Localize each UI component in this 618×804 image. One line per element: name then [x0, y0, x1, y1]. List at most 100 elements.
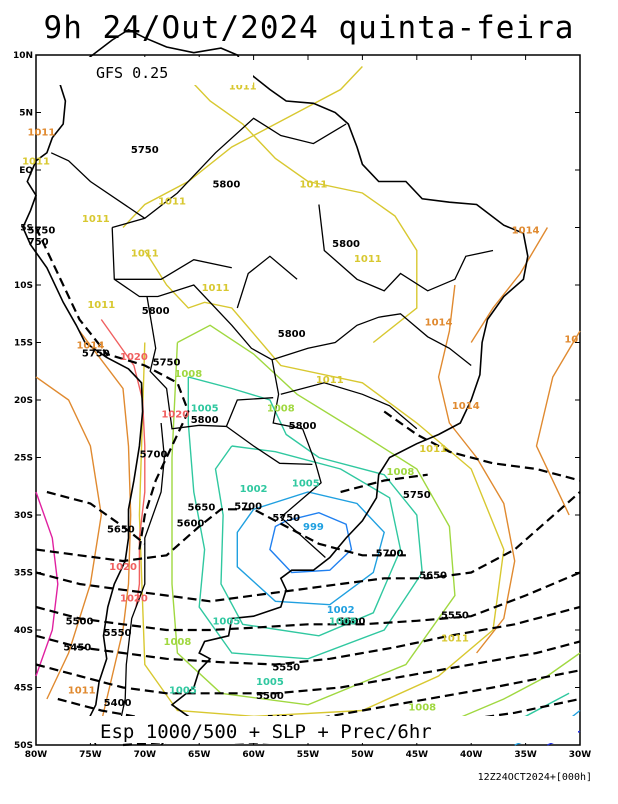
lat-label: 10S: [14, 281, 33, 291]
lat-label: EQ: [19, 166, 33, 176]
lon-label: 80W: [25, 750, 48, 760]
thickness-label: 5800: [191, 415, 219, 426]
pressure-label: 1005: [292, 478, 320, 489]
pressure-label: 1005: [329, 616, 357, 627]
thickness-5650: [35, 491, 581, 603]
pressure-label: 1011: [82, 214, 110, 225]
pressure-label: 1011: [419, 444, 447, 455]
pressure-label: 1011: [316, 375, 344, 386]
country-border: [112, 117, 347, 229]
thickness-label: 5650: [187, 502, 215, 513]
model-label: GFS 0.25: [96, 64, 168, 82]
lon-label: 55W: [297, 750, 320, 760]
thickness-label: 5750: [272, 513, 300, 524]
thickness-label: 5500: [256, 691, 284, 702]
pressure-label: 1011: [158, 197, 186, 208]
thickness-label: 5750: [131, 145, 159, 156]
pressure-label: 1008: [267, 404, 295, 415]
thickness-label: 5500: [66, 616, 94, 627]
country-border: [114, 259, 232, 280]
lat-label: 35S: [14, 569, 33, 579]
country-border: [318, 204, 494, 292]
lon-label: 60W: [242, 750, 265, 760]
thickness-label: 5800: [142, 306, 170, 317]
pressure-label: 1020: [120, 352, 148, 363]
pressure-label: 1011: [441, 634, 469, 645]
thickness-label: 5600: [177, 519, 205, 530]
slp-contour-1008-se: [449, 652, 581, 723]
pressure-label: 10: [564, 335, 578, 346]
lat-label: 25S: [14, 454, 33, 464]
slp-contour-999: [269, 511, 353, 574]
thickness-label: 5550: [104, 628, 132, 639]
pressure-label: 1002: [327, 605, 355, 616]
country-border: [236, 255, 298, 309]
map-frame: [35, 54, 581, 746]
pressure-label: 1005: [169, 685, 197, 696]
thickness-5750-b: [340, 473, 428, 494]
thickness-label: 5700: [140, 450, 168, 461]
thickness-label: 750: [28, 237, 49, 248]
thickness-label: 5400: [104, 698, 132, 709]
pressure-label: 1005: [191, 404, 219, 415]
pressure-label: 1011: [300, 179, 328, 190]
lat-label: 30S: [14, 511, 33, 521]
pressure-label: 1020: [120, 593, 148, 604]
thickness-5750-east: [383, 410, 581, 482]
slp-contour-1014c: [535, 330, 581, 516]
slp-contour-1002: [236, 491, 385, 606]
pressure-label: 1005: [212, 616, 240, 627]
thickness-label: 5800: [278, 329, 306, 340]
slp-contour-1011: [138, 250, 505, 718]
slp-contour-magenta: [35, 491, 59, 677]
slp-contour-1008: [171, 324, 456, 706]
pressure-label: 1011: [354, 254, 382, 265]
thickness-label: 5600: [338, 616, 366, 627]
slp-contour-1014-ocean: [35, 376, 103, 700]
lat-label: 20S: [14, 396, 33, 406]
lat-label: 5S: [20, 224, 33, 234]
pressure-label: 1011: [131, 248, 159, 259]
country-border: [50, 152, 146, 219]
country-border: [146, 296, 274, 430]
lon-label: 40W: [460, 750, 483, 760]
lon-label: 65W: [188, 750, 211, 760]
pressure-label: 1014: [425, 317, 453, 328]
pressure-label: 1008: [174, 369, 202, 380]
pressure-label: 1008: [387, 467, 415, 478]
model-label-box: [38, 57, 253, 85]
slp-contour-1014b: [470, 227, 549, 343]
country-border: [271, 313, 472, 367]
map-title: 9h 24/Out/2024 quinta-feira: [43, 10, 575, 46]
lon-label: 50W: [351, 750, 374, 760]
pressure-label: 1011: [87, 300, 115, 311]
thickness-label: 5750: [82, 348, 110, 359]
pressure-label: 1011: [202, 283, 230, 294]
slp-contour-1014-west: [78, 330, 132, 723]
caption-box: [38, 716, 578, 743]
pressure-label: 1020: [109, 562, 137, 573]
slp-contour-1011-b: [187, 77, 418, 344]
lon-label: 45W: [406, 750, 429, 760]
thickness-label: 5650: [107, 524, 135, 535]
lon-label: 70W: [134, 750, 157, 760]
thickness-label: 5700: [376, 548, 404, 559]
lat-label: 10N: [13, 51, 33, 61]
coastline-west: [22, 72, 144, 746]
pressure-label: 999: [303, 522, 324, 533]
lon-label: 75W: [79, 750, 102, 760]
pressure-label: 1011: [229, 82, 257, 93]
pressure-label: 1014: [452, 401, 480, 412]
lat-label: 50S: [14, 741, 33, 751]
pressure-label: 1008: [408, 703, 436, 714]
country-border: [226, 425, 313, 466]
pressure-label: 1014: [512, 225, 540, 236]
thickness-label: 5750: [28, 225, 56, 236]
lon-label: 35W: [514, 750, 537, 760]
pressure-label: 1011: [28, 128, 56, 139]
thickness-5500: [35, 640, 581, 695]
lon-label: 30W: [569, 750, 592, 760]
lat-label: 45S: [14, 684, 33, 694]
